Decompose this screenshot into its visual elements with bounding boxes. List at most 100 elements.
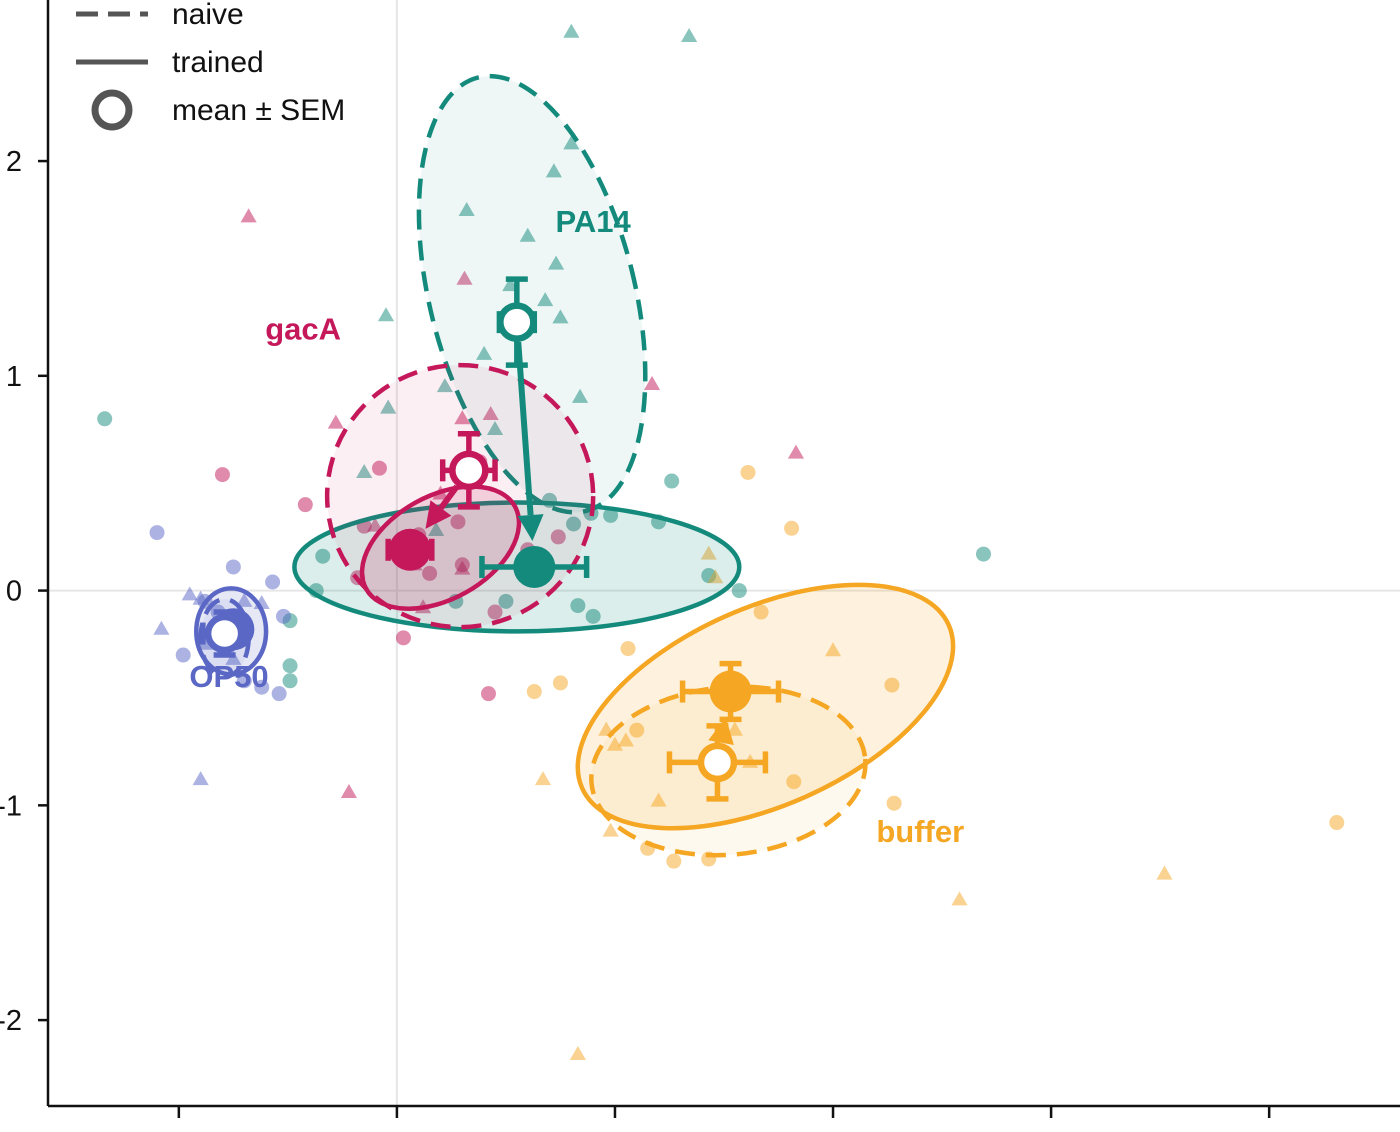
op50-naive-point xyxy=(192,771,209,786)
legend-open-circle-swatch xyxy=(91,89,133,131)
gaca-trained-point xyxy=(371,460,387,476)
gaca-shift-arrow-head xyxy=(425,500,452,529)
pa14-naive-ellipse xyxy=(416,73,648,515)
buffer-naive-point xyxy=(1156,865,1173,880)
legend-label-naive: naive xyxy=(172,0,244,31)
pa14-naive-point xyxy=(356,463,373,478)
op50-trained-point xyxy=(236,673,252,689)
buffer-trained-point xyxy=(740,464,756,480)
gaca-trained-mean xyxy=(385,528,435,571)
op50-naive-point xyxy=(225,650,242,665)
y-tick-label: 2 xyxy=(6,146,22,178)
buffer-naive-mean-marker xyxy=(697,742,738,783)
y-tick-label: 0 xyxy=(6,576,22,608)
gaca-shift-arrow-shaft xyxy=(438,484,460,510)
pa14-trained-point xyxy=(97,411,113,427)
legend-label-trained: trained xyxy=(172,46,264,79)
confidence-ellipses xyxy=(194,73,956,858)
gaca-trained-point xyxy=(550,529,566,545)
group-labels: PA14 gacA OP50 buffer xyxy=(189,204,964,849)
buffer-naive-point xyxy=(569,1045,586,1060)
pa14-naive-point xyxy=(548,255,565,270)
buffer-trained-point xyxy=(886,795,902,811)
pa14-trained-point xyxy=(731,583,747,599)
pa14-trained-point xyxy=(566,516,582,532)
pa14-trained-point xyxy=(282,673,298,689)
buffer-naive-point xyxy=(951,891,968,906)
gaca-naive-point xyxy=(454,410,471,425)
shift-arrows xyxy=(425,341,734,746)
pa14-trained-mean xyxy=(479,545,590,588)
gaca-naive-point xyxy=(340,783,358,798)
gaca-trained-point xyxy=(422,565,438,581)
gaca-naive-point xyxy=(643,375,661,390)
op50-group-label: OP50 xyxy=(189,659,268,694)
buffer-trained-point xyxy=(786,774,802,790)
pa14-naive-mean xyxy=(496,276,538,368)
gaca-trained-point xyxy=(487,604,503,620)
buffer-trained-point xyxy=(620,641,636,657)
gaca-trained-point xyxy=(297,497,313,513)
gaca-naive-point xyxy=(454,560,471,575)
gaca-naive-point xyxy=(456,270,473,285)
op50-trained-point xyxy=(265,574,281,590)
y-tick-label: 1 xyxy=(6,361,22,393)
gaca-trained-point xyxy=(450,514,466,530)
buffer-naive-point xyxy=(824,642,842,657)
buffer-trained-point xyxy=(552,675,568,691)
gaca-naive-mean xyxy=(439,431,498,510)
pa14-naive-point xyxy=(486,421,504,436)
buffer-naive-point xyxy=(707,569,724,584)
buffer-trained-point xyxy=(629,722,645,738)
buffer-naive-point xyxy=(726,721,743,736)
op50-trained-point xyxy=(276,608,292,624)
buffer-trained-point xyxy=(884,677,900,693)
pa14-naive-point xyxy=(563,23,580,38)
pa14-naive-point xyxy=(545,163,562,178)
y-tick-label: -1 xyxy=(0,790,22,822)
gaca-trained-mean-marker xyxy=(388,528,431,571)
pa14-naive-point xyxy=(476,345,493,360)
buffer-trained-point xyxy=(1329,815,1345,831)
mean-markers xyxy=(200,276,782,802)
buffer-trained-point xyxy=(526,684,542,700)
gaca-trained-point xyxy=(395,630,411,646)
gaca-naive-mean-marker xyxy=(449,450,489,491)
op50-trained-point xyxy=(254,679,270,695)
pa14-shift-arrow-head xyxy=(517,514,544,542)
pa14-naive-mean-marker xyxy=(497,302,537,342)
pa14-naive-point xyxy=(537,292,554,307)
pa14-naive-point xyxy=(458,201,475,216)
buffer-trained-point xyxy=(666,853,682,869)
buffer-group-label: buffer xyxy=(876,814,964,849)
op50-trained-point xyxy=(175,647,191,663)
buffer-trained-point xyxy=(784,520,800,536)
buffer-naive-point xyxy=(534,771,552,786)
gaca-group-label: gacA xyxy=(265,311,341,346)
legend-label-mean-sem: mean ± SEM xyxy=(172,94,345,127)
pa14-shift-arrow-shaft xyxy=(515,341,534,516)
buffer-trained-point xyxy=(753,604,769,620)
gaca-naive-point xyxy=(482,405,499,421)
op50-naive-point xyxy=(236,592,253,607)
op50-naive-point xyxy=(153,620,170,635)
pa14-trained-point xyxy=(282,658,298,674)
pa14-naive-point xyxy=(519,227,536,242)
pa14-trained-point xyxy=(498,593,514,609)
op50-trained-point xyxy=(271,686,287,702)
gaca-naive-point xyxy=(240,208,257,223)
op50-trained-point xyxy=(225,559,241,575)
buffer-naive-mean xyxy=(666,723,769,802)
op50-trained-point xyxy=(149,525,165,541)
y-tick-label: -2 xyxy=(0,1005,22,1037)
buffer-naive-point xyxy=(617,732,634,747)
pa14-trained-mean-marker xyxy=(513,545,556,588)
pa14-trained-point xyxy=(570,598,586,614)
pa14-trained-point xyxy=(664,473,680,489)
pa14-trained-point xyxy=(603,507,619,523)
pa14-naive-point xyxy=(436,378,453,393)
gaca-naive-point xyxy=(327,414,344,429)
op50-naive-mean-marker xyxy=(204,613,245,654)
pa14-naive-point xyxy=(377,307,395,322)
